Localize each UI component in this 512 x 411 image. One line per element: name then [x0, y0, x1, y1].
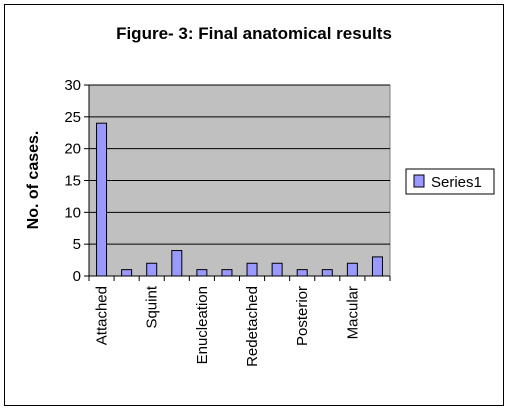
bar: [221, 269, 233, 277]
y-axis-label: No. of cases.: [25, 131, 42, 230]
x-tick-label: Attached: [94, 286, 111, 345]
y-tick-label: 30: [64, 77, 81, 94]
bar: [146, 262, 158, 277]
bar: [96, 122, 108, 277]
bar: [121, 269, 133, 277]
bar: [171, 250, 183, 277]
x-tick-label: Redetached: [244, 286, 261, 367]
y-tick-label: 0: [73, 268, 81, 285]
x-tick-label: Posterior: [294, 286, 311, 346]
y-tick-label: 5: [73, 236, 81, 253]
bar: [296, 269, 308, 277]
legend: Series1: [405, 168, 495, 195]
y-tick-label: 10: [64, 204, 81, 221]
bar: [321, 269, 333, 277]
bar: [346, 262, 358, 277]
legend-label-series1: Series1: [431, 174, 482, 191]
x-axis: Attached Squint Enucleation Redetached Poste…: [88, 275, 391, 367]
x-tick-label: Enucleation: [194, 286, 211, 364]
x-tick-label: Squint: [144, 285, 161, 328]
y-tick-label: 25: [64, 109, 81, 126]
bar: [371, 256, 383, 277]
y-axis: 0 5 10 15 20 25 30: [64, 77, 90, 285]
gridlines: [89, 84, 390, 245]
y-tick-label: 15: [64, 173, 81, 190]
legend-swatch: [413, 174, 425, 188]
bars: [96, 122, 383, 277]
bar: [196, 269, 208, 277]
y-tick-label: 20: [64, 141, 81, 158]
bar: [246, 262, 258, 277]
chart-title: Figure- 3: Final anatomical results: [116, 24, 392, 43]
bar: [271, 262, 283, 277]
x-tick-label: Macular: [344, 286, 361, 339]
